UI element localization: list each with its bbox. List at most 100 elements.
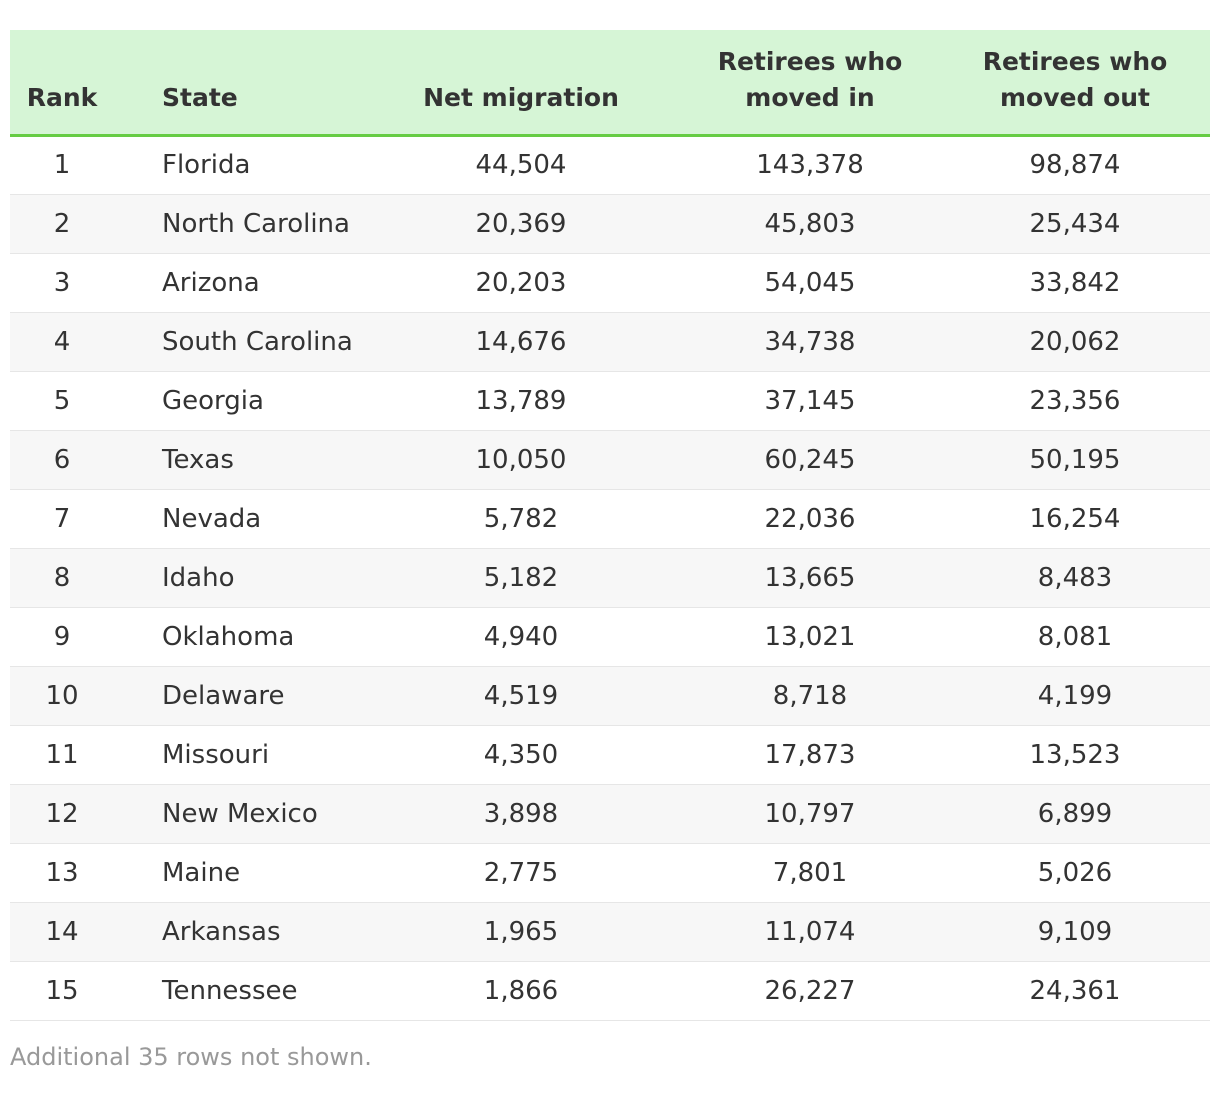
cell-state: Maine <box>162 857 241 888</box>
cell-rank: 8 <box>53 562 71 593</box>
cell-net-migration: 1,866 <box>483 975 559 1006</box>
cell-net-migration: 10,050 <box>475 444 567 475</box>
cell-retirees-moved-out: 4,199 <box>1037 680 1113 711</box>
table-row: 4 South Carolina 14,676 34,738 20,062 <box>10 312 1210 371</box>
rows-not-shown-note: Additional 35 rows not shown. <box>10 1042 372 1071</box>
cell-retirees-moved-out: 16,254 <box>1029 503 1121 534</box>
cell-retirees-moved-in: 8,718 <box>772 680 848 711</box>
cell-retirees-moved-in: 60,245 <box>764 444 856 475</box>
cell-retirees-moved-out: 13,523 <box>1029 739 1121 770</box>
cell-rank: 11 <box>45 739 79 770</box>
header-retirees-moved-in[interactable]: Retirees who moved in <box>680 30 940 137</box>
cell-rank: 6 <box>53 444 71 475</box>
table-body: 1 Florida 44,504 143,378 98,874 2 North Caroli… <box>10 135 1210 1020</box>
cell-retirees-moved-in: 13,665 <box>764 562 856 593</box>
cell-state: South Carolina <box>162 326 353 357</box>
cell-retirees-moved-out: 9,109 <box>1037 916 1113 947</box>
table-row: 3 Arizona 20,203 54,045 33,842 <box>10 253 1210 312</box>
cell-net-migration: 4,350 <box>483 739 559 770</box>
cell-net-migration: 20,369 <box>475 208 567 239</box>
cell-net-migration: 44,504 <box>475 150 567 180</box>
cell-retirees-moved-out: 6,899 <box>1037 798 1113 829</box>
cell-rank: 10 <box>45 680 79 711</box>
cell-retirees-moved-in: 13,021 <box>764 621 856 652</box>
cell-rank: 12 <box>45 798 79 829</box>
table-row: 14 Arkansas 1,965 11,074 9,109 <box>10 902 1210 961</box>
cell-retirees-moved-in: 45,803 <box>764 208 856 239</box>
retiree-migration-table: Rank State Net migration Retirees who mo… <box>10 30 1210 1021</box>
cell-net-migration: 2,775 <box>483 857 559 888</box>
header-state[interactable]: State <box>114 30 362 137</box>
cell-state: Nevada <box>162 503 262 534</box>
header-rank[interactable]: Rank <box>10 30 114 137</box>
cell-rank: 1 <box>53 150 71 180</box>
cell-net-migration: 5,782 <box>483 503 559 534</box>
cell-retirees-moved-in: 34,738 <box>764 326 856 357</box>
cell-retirees-moved-out: 33,842 <box>1029 267 1121 298</box>
cell-retirees-moved-in: 7,801 <box>772 857 848 888</box>
cell-rank: 4 <box>53 326 71 357</box>
table-row: 2 North Carolina 20,369 45,803 25,434 <box>10 194 1210 253</box>
cell-state: Delaware <box>162 680 285 711</box>
cell-retirees-moved-in: 143,378 <box>756 150 864 180</box>
cell-retirees-moved-out: 23,356 <box>1029 385 1121 416</box>
cell-state: Florida <box>162 150 251 180</box>
table-row: 9 Oklahoma 4,940 13,021 8,081 <box>10 607 1210 666</box>
cell-rank: 3 <box>53 267 71 298</box>
cell-retirees-moved-out: 8,081 <box>1037 621 1113 652</box>
table-row: 6 Texas 10,050 60,245 50,195 <box>10 430 1210 489</box>
cell-state: Oklahoma <box>162 621 295 652</box>
cell-net-migration: 4,940 <box>483 621 559 652</box>
header-net-migration[interactable]: Net migration <box>362 30 680 137</box>
table-row: 11 Missouri 4,350 17,873 13,523 <box>10 725 1210 784</box>
cell-rank: 2 <box>53 208 71 239</box>
cell-state: North Carolina <box>162 208 350 239</box>
table-row: 10 Delaware 4,519 8,718 4,199 <box>10 666 1210 725</box>
cell-state: Texas <box>162 444 234 475</box>
cell-net-migration: 3,898 <box>483 798 559 829</box>
cell-retirees-moved-in: 22,036 <box>764 503 856 534</box>
table-row: 8 Idaho 5,182 13,665 8,483 <box>10 548 1210 607</box>
cell-rank: 13 <box>45 857 79 888</box>
cell-state: Arizona <box>162 267 260 298</box>
cell-net-migration: 20,203 <box>475 267 567 298</box>
cell-retirees-moved-out: 5,026 <box>1037 857 1113 888</box>
cell-retirees-moved-in: 11,074 <box>764 916 856 947</box>
cell-state: New Mexico <box>162 798 318 829</box>
cell-state: Arkansas <box>162 916 281 947</box>
cell-net-migration: 1,965 <box>483 916 559 947</box>
cell-retirees-moved-in: 10,797 <box>764 798 856 829</box>
cell-net-migration: 13,789 <box>475 385 567 416</box>
cell-rank: 9 <box>53 621 71 652</box>
cell-retirees-moved-out: 8,483 <box>1037 562 1113 593</box>
cell-retirees-moved-out: 20,062 <box>1029 326 1121 357</box>
table-row: 15 Tennessee 1,866 26,227 24,361 <box>10 961 1210 1020</box>
cell-state: Missouri <box>162 739 270 770</box>
table-container: Rank State Net migration Retirees who mo… <box>10 30 1210 1071</box>
cell-retirees-moved-in: 26,227 <box>764 975 856 1006</box>
table-header: Rank State Net migration Retirees who mo… <box>10 30 1210 137</box>
cell-retirees-moved-out: 25,434 <box>1029 208 1121 239</box>
cell-retirees-moved-in: 54,045 <box>764 267 856 298</box>
cell-net-migration: 4,519 <box>483 680 559 711</box>
cell-state: Tennessee <box>162 975 298 1006</box>
cell-retirees-moved-in: 17,873 <box>764 739 856 770</box>
header-retirees-moved-out[interactable]: Retirees who moved out <box>940 30 1210 137</box>
cell-retirees-moved-out: 98,874 <box>1029 150 1121 180</box>
cell-rank: 14 <box>45 916 79 947</box>
cell-rank: 5 <box>53 385 71 416</box>
cell-retirees-moved-in: 37,145 <box>764 385 856 416</box>
table-row: 12 New Mexico 3,898 10,797 6,899 <box>10 784 1210 843</box>
table-row: 5 Georgia 13,789 37,145 23,356 <box>10 371 1210 430</box>
cell-rank: 7 <box>53 503 71 534</box>
table-row: 7 Nevada 5,782 22,036 16,254 <box>10 489 1210 548</box>
header-row: Rank State Net migration Retirees who mo… <box>10 30 1210 137</box>
table-row: 13 Maine 2,775 7,801 5,026 <box>10 843 1210 902</box>
table-row: 1 Florida 44,504 143,378 98,874 <box>10 135 1210 194</box>
cell-rank: 15 <box>45 975 79 1006</box>
cell-state: Georgia <box>162 385 264 416</box>
cell-net-migration: 5,182 <box>483 562 559 593</box>
cell-retirees-moved-out: 24,361 <box>1029 975 1121 1006</box>
cell-net-migration: 14,676 <box>475 326 567 357</box>
cell-state: Idaho <box>162 562 235 593</box>
